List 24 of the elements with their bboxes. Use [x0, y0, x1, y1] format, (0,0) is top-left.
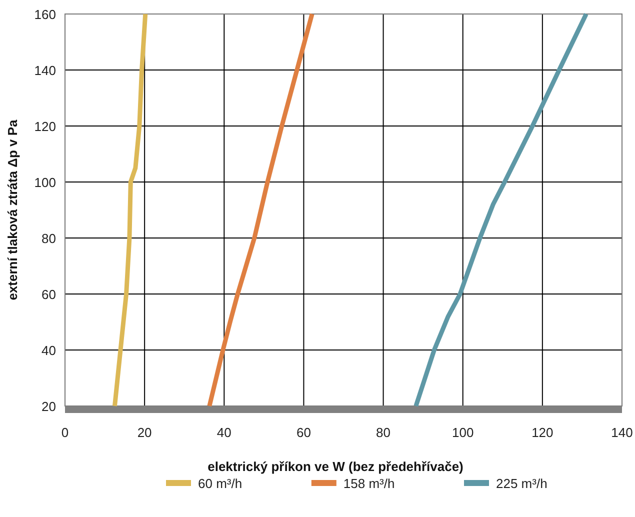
legend-label: 158 m³/h: [343, 476, 395, 491]
x-tick-label: 0: [61, 425, 69, 440]
x-tick-label: 60: [296, 425, 311, 440]
legend-label: 225 m³/h: [496, 476, 548, 491]
x-tick-label: 80: [376, 425, 391, 440]
x-tick-label: 40: [216, 425, 232, 440]
line-series: [112, 12, 148, 408]
legend-label: 60 m³/h: [198, 476, 242, 491]
x-tick-label: 100: [452, 425, 474, 440]
y-tick-label: 100: [34, 175, 56, 190]
x-tick-label: 140: [611, 425, 633, 440]
y-tick-label: 40: [42, 343, 56, 358]
y-tick-label: 140: [34, 63, 56, 78]
y-tick-label: 60: [42, 287, 56, 302]
y-tick-label: 160: [34, 7, 56, 22]
x-tick-label: 20: [137, 425, 152, 440]
line-series: [207, 12, 314, 408]
x-tick-label: 120: [532, 425, 554, 440]
y-tick-label: 80: [42, 231, 56, 246]
y-tick-label: 120: [34, 119, 56, 134]
x-axis-title: elektrický příkon ve W (bez předehřívače): [208, 459, 464, 474]
line-series: [414, 12, 588, 408]
y-tick-label: 20: [42, 399, 56, 414]
y-axis-title: externí tlaková ztráta Δp v Pa: [5, 118, 20, 300]
